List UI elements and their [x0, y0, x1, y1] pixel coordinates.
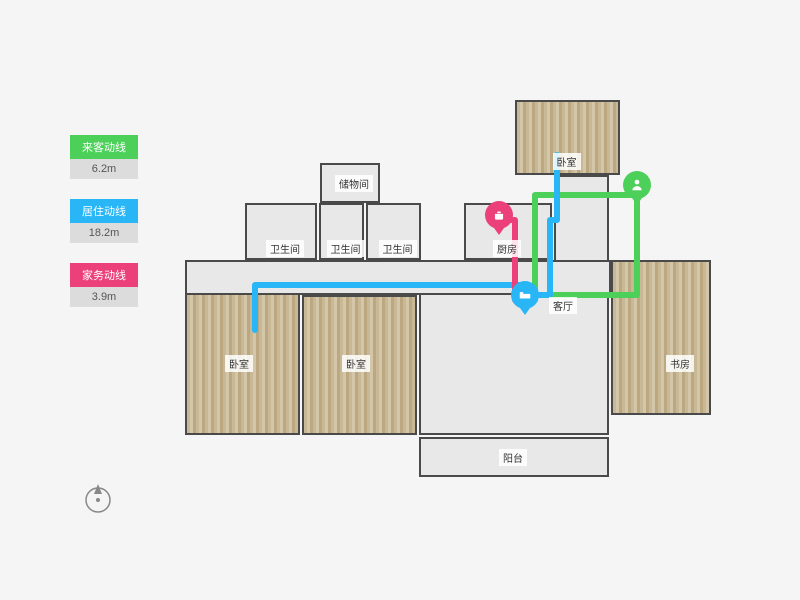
marker-guest — [623, 171, 651, 199]
legend-guest-value: 6.2m — [70, 159, 138, 179]
room-label-storage: 储物间 — [335, 175, 373, 192]
room-label-bedroom_left: 卧室 — [225, 355, 253, 372]
legend-living: 居住动线 18.2m — [70, 199, 138, 243]
legend-housework: 家务动线 3.9m — [70, 263, 138, 307]
legend-guest: 来客动线 6.2m — [70, 135, 138, 179]
room-label-bedroom_mid: 卧室 — [342, 355, 370, 372]
legend-guest-label: 来客动线 — [70, 135, 138, 159]
compass-icon — [80, 480, 116, 521]
room-label-bath2: 卫生间 — [327, 240, 365, 257]
paths-overlay — [185, 100, 745, 480]
room-label-balcony: 阳台 — [499, 449, 527, 466]
legend-housework-label: 家务动线 — [70, 263, 138, 287]
room-label-kitchen: 厨房 — [493, 240, 521, 257]
path-guest — [521, 195, 637, 300]
legend-living-value: 18.2m — [70, 223, 138, 243]
marker-housework — [485, 201, 513, 229]
legend-housework-value: 3.9m — [70, 287, 138, 307]
room-label-bath3: 卫生间 — [379, 240, 417, 257]
room-label-bedroom_top: 卧室 — [553, 153, 581, 170]
room-label-study: 书房 — [666, 355, 694, 372]
legend: 来客动线 6.2m 居住动线 18.2m 家务动线 3.9m — [70, 135, 138, 327]
room-label-living_room: 客厅 — [549, 297, 577, 314]
legend-living-label: 居住动线 — [70, 199, 138, 223]
room-label-bath1: 卫生间 — [266, 240, 304, 257]
floorplan: 卧室储物间卫生间卫生间卫生间厨房卧室卧室客厅书房阳台 — [185, 100, 745, 480]
marker-living — [511, 281, 539, 309]
